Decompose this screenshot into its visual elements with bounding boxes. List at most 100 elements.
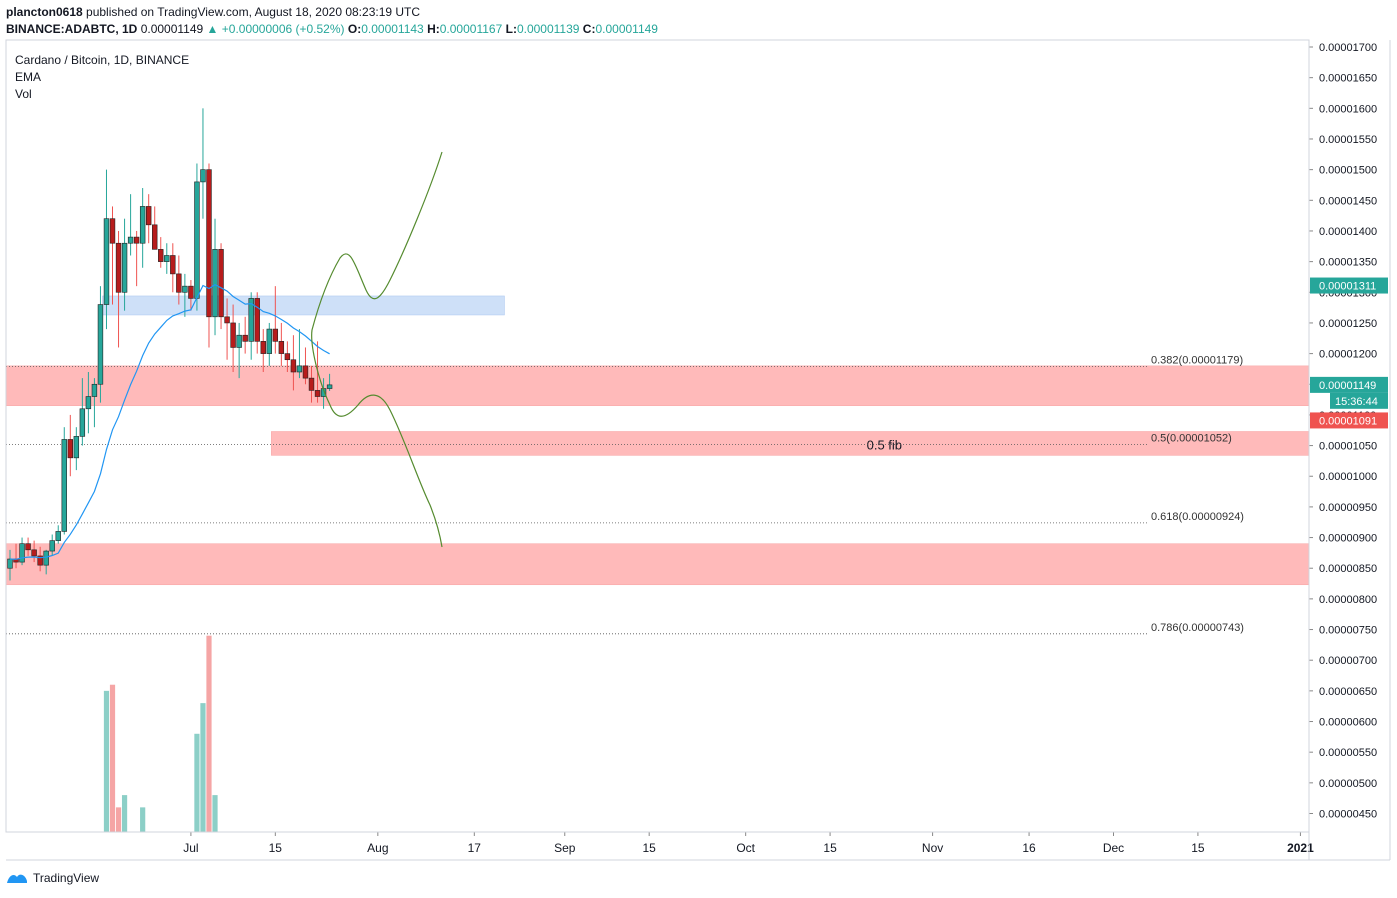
y-tick-label: 0.00001400	[1319, 226, 1377, 238]
symbol-label: BINANCE:ADABTC, 1D	[6, 22, 138, 36]
candle	[37, 546, 43, 572]
y-tick-label: 0.00000600	[1319, 717, 1377, 729]
candle-body	[31, 549, 37, 557]
candle	[115, 230, 122, 348]
y-tick-label: 0.00000900	[1319, 533, 1377, 545]
candle-body	[278, 341, 285, 354]
x-tick-label: Sep	[554, 841, 576, 855]
vol-legend[interactable]: Vol	[15, 87, 32, 101]
footer[interactable]: TradingView	[6, 871, 99, 885]
volume-bar	[140, 807, 146, 832]
volume-bar	[206, 635, 212, 832]
time-axis[interactable]: Jul15Aug17Sep15Oct15Nov16Dec15202118Fe	[183, 832, 1397, 855]
candle-body	[200, 169, 206, 183]
candle	[212, 218, 218, 336]
candle-body	[97, 304, 104, 385]
y-tick-label: 0.00000450	[1319, 809, 1377, 821]
pane-border	[5, 39, 1310, 833]
fib-layer: 0.382(0.00001179) 0.5(0.00001052) 0.618(0.…	[6, 354, 1244, 635]
price-label-bg	[1310, 376, 1388, 393]
fib-label-1: 0.5(0.00001052)	[1151, 432, 1232, 444]
candle-body	[296, 365, 303, 373]
candle-body	[242, 334, 248, 342]
candle-body	[206, 169, 212, 318]
candle	[127, 194, 134, 256]
candle-body	[91, 383, 98, 397]
candle	[266, 322, 272, 366]
ema-legend[interactable]: EMA	[15, 70, 42, 84]
candle-body	[314, 390, 321, 397]
y-tick-label: 0.00001550	[1319, 134, 1377, 146]
candle	[272, 286, 279, 354]
price-label-2: 15:36:44	[1330, 392, 1388, 409]
candle-body	[25, 543, 31, 551]
y-tick-label: 0.00001000	[1319, 471, 1377, 483]
candle	[121, 218, 128, 311]
candle	[308, 365, 315, 403]
candle-body	[254, 298, 260, 342]
candle-body	[145, 206, 152, 226]
y-tick-label: 0.00001050	[1319, 441, 1377, 453]
x-tick-label: Aug	[367, 841, 388, 855]
candle	[200, 108, 206, 219]
x-tick-label: Oct	[736, 841, 755, 855]
candle-body	[49, 540, 55, 552]
volume-bar	[200, 703, 206, 832]
candle	[103, 169, 110, 330]
price-label-text: 0.00001311	[1319, 281, 1376, 293]
x-tick-label: 15	[823, 841, 837, 855]
tradingview-logo-icon	[7, 874, 27, 883]
candle-body	[115, 242, 122, 293]
candle-body	[266, 328, 272, 354]
candle	[67, 414, 74, 477]
y-tick-label: 0.00001700	[1319, 42, 1377, 54]
author[interactable]: plancton0618	[6, 5, 83, 19]
candle	[170, 243, 176, 293]
x-tick-label: 16	[1022, 841, 1036, 855]
candle-body	[61, 439, 67, 532]
candle-body	[67, 439, 74, 459]
candle-body	[158, 249, 164, 262]
y-tick-label: 0.00001450	[1319, 195, 1377, 207]
candle-body	[164, 255, 170, 262]
candle	[139, 188, 146, 268]
price-axis[interactable]: 0.00001700 0.00001650 0.00001600 0.00001550…	[1309, 42, 1388, 821]
candle	[224, 298, 230, 360]
candle	[19, 537, 25, 566]
candle-body	[218, 249, 224, 318]
candle-body	[127, 236, 134, 244]
candle	[176, 255, 182, 305]
candle-body	[79, 408, 86, 437]
volume-bar	[121, 795, 128, 832]
candle-body	[152, 224, 158, 250]
y-tick-label: 0.00001200	[1319, 349, 1377, 361]
candle	[91, 378, 98, 428]
x-tick-label: Nov	[922, 841, 943, 855]
candle-body	[55, 531, 61, 541]
candle-body	[43, 550, 49, 566]
y-tick-label: 0.00000650	[1319, 686, 1377, 698]
y-tick-label: 0.00001650	[1319, 73, 1377, 85]
candle-body	[85, 396, 92, 410]
y-tick-label: 0.00001500	[1319, 165, 1377, 177]
candle	[326, 373, 333, 392]
candle-body	[290, 359, 297, 373]
y-tick-label: 0.00000700	[1319, 655, 1377, 667]
high-value: 0.00001167	[439, 22, 503, 36]
candle	[43, 549, 49, 575]
y-tick-label: 0.00000500	[1319, 778, 1377, 790]
x-tick-label: 17	[468, 841, 482, 855]
open-value: 0.00001143	[361, 22, 424, 36]
ohlc-header: BINANCE:ADABTC, 1D 0.00001149 ▲ +0.00000…	[6, 22, 658, 36]
candle	[133, 230, 140, 287]
candle	[188, 280, 194, 311]
candle	[236, 322, 242, 379]
publish-info: plancton0618 published on TradingView.co…	[6, 5, 420, 19]
candle-body	[302, 365, 309, 379]
candle-body	[236, 334, 242, 348]
price-label-0: 0.00001311	[1310, 277, 1388, 294]
y-tick-label: 0.00000800	[1319, 594, 1377, 606]
candle	[61, 427, 67, 535]
candle	[296, 329, 303, 379]
